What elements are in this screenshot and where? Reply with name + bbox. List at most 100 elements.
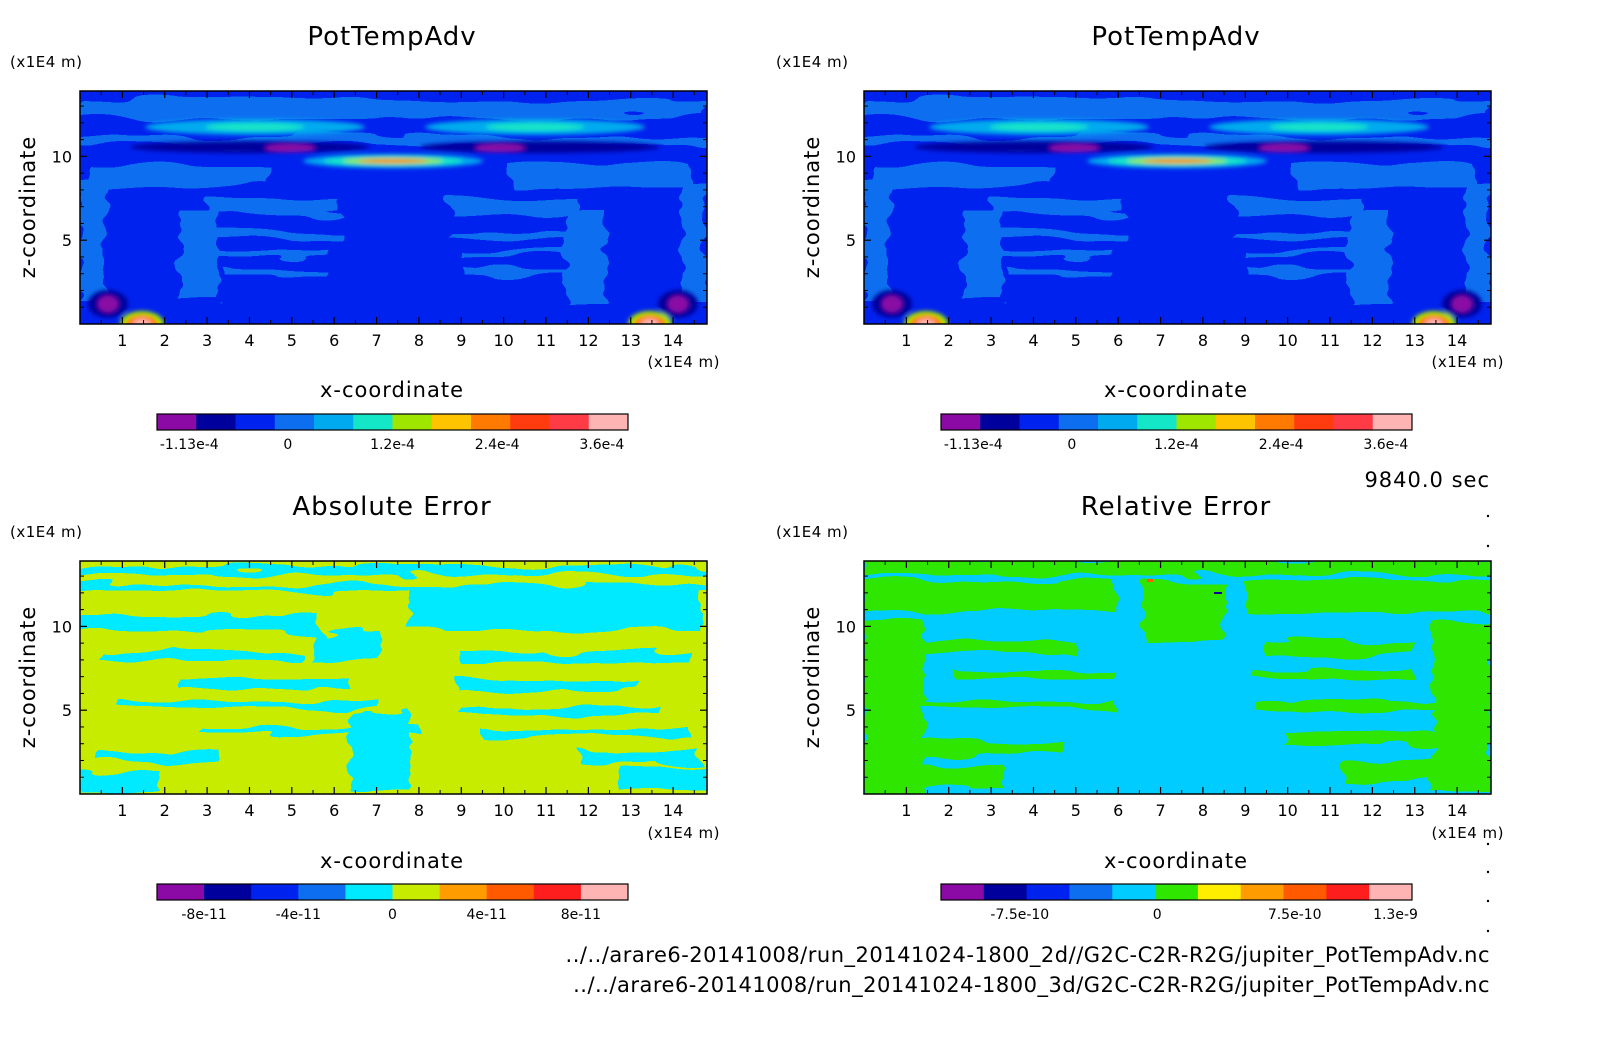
- x-tick-label: 9: [1240, 801, 1250, 820]
- colorbar-swatch: [1058, 414, 1099, 430]
- colorbar-swatch: [1019, 414, 1060, 430]
- x-tick-label: 6: [329, 801, 339, 820]
- footer-path-3d: ../../arare6-20141008/run_20141024-1800_…: [573, 973, 1490, 998]
- y-axis-label: z-coordinate: [16, 606, 40, 749]
- x-tick-label: 8: [414, 331, 424, 350]
- colorbar-swatch: [580, 884, 629, 900]
- y-tick-label: 10: [836, 617, 856, 636]
- colorbar-swatch: [157, 414, 197, 430]
- colorbar-swatch: [1176, 414, 1217, 430]
- x-tick-label: 11: [536, 331, 556, 350]
- colorbar-tick-label: -8e-11: [181, 907, 226, 923]
- x-tick-label: 6: [1113, 801, 1123, 820]
- colorbar-swatch: [471, 414, 511, 430]
- lower-features: [88, 290, 698, 324]
- colorbar-swatch: [1369, 884, 1413, 900]
- field-pattern: [80, 567, 707, 791]
- panel-top-right: PotTempAdv (x1E4 m): [776, 22, 1504, 453]
- upper-features: [914, 119, 1444, 168]
- y-unit-label: (x1E4 m): [776, 523, 849, 541]
- plot-area: [864, 561, 1491, 794]
- y-unit-label: (x1E4 m): [10, 523, 83, 541]
- colorbar-tick-label: -1.13e-4: [944, 437, 1003, 453]
- upper-features: [130, 119, 660, 168]
- colorbar-frame: [156, 413, 629, 431]
- field-pattern: [864, 99, 1491, 301]
- colorbar-swatch: [1240, 884, 1285, 900]
- colorbar-tick-label: 7.5e-10: [1268, 907, 1322, 923]
- x-tick-label: 5: [1071, 331, 1081, 350]
- colorbar-swatch: [983, 884, 1028, 900]
- plot-area: [80, 91, 707, 324]
- colorbar-swatch: [345, 884, 393, 900]
- x-tick-label: 6: [1113, 331, 1123, 350]
- colorbar-tick-label: 0: [1153, 907, 1162, 923]
- panel-title: Relative Error: [1081, 492, 1272, 522]
- panel-title: Absolute Error: [292, 492, 491, 522]
- colorbar-frame: [156, 883, 629, 901]
- x-tick-label: 3: [986, 331, 996, 350]
- x-tick-label: 14: [1447, 331, 1467, 350]
- x-tick-label: 4: [244, 331, 254, 350]
- colorbar-tick-label: 2.4e-4: [1259, 437, 1304, 453]
- x-tick-label: 10: [493, 331, 513, 350]
- y-tick-label: 5: [846, 701, 856, 720]
- x-tick-label: 14: [1447, 801, 1467, 820]
- y-tick-label: 10: [52, 147, 72, 166]
- x-tick-label: 7: [371, 801, 381, 820]
- x-tick-label: 14: [663, 801, 683, 820]
- plot-area: [864, 91, 1491, 324]
- colorbar-swatch: [588, 414, 629, 430]
- x-tick-label: 9: [456, 801, 466, 820]
- colorbar: -8e-11 -4e-11 0 4e-11 8e-11: [156, 883, 629, 923]
- x-tick-label: 5: [1071, 801, 1081, 820]
- x-tick-label: 11: [536, 801, 556, 820]
- x-tick-label: 2: [944, 331, 954, 350]
- colorbar-swatch: [1155, 884, 1199, 900]
- colorbar-swatch: [204, 884, 252, 900]
- colorbar-swatch: [1255, 414, 1295, 430]
- plot-area: [80, 561, 707, 794]
- colorbar-tick-label: 3.6e-4: [579, 437, 624, 453]
- x-tick-label: 8: [1198, 331, 1208, 350]
- field-pattern: [864, 561, 1491, 794]
- colorbar-swatch: [510, 414, 550, 430]
- colorbar-swatch: [298, 884, 346, 900]
- colorbar-swatch: [353, 414, 393, 430]
- colorbar-swatch: [235, 414, 276, 430]
- colorbar-swatch: [1197, 884, 1242, 900]
- colorbar-swatch: [1069, 884, 1113, 900]
- x-tick-label: 4: [1028, 801, 1038, 820]
- x-tick-label: 2: [160, 331, 170, 350]
- colorbar-tick-label: 0: [283, 437, 292, 453]
- colorbar-tick-label: 1.2e-4: [370, 437, 415, 453]
- colorbar-swatch: [1112, 884, 1156, 900]
- colorbar-tick-label: -4e-11: [276, 907, 321, 923]
- colorbar-tick-label: 0: [1067, 437, 1076, 453]
- colorbar-swatch: [392, 884, 441, 900]
- colorbar-tick-label: 0: [388, 907, 397, 923]
- panel-top-left: PotTempAdv (x1E4 m): [10, 22, 720, 453]
- x-tick-label: 9: [456, 331, 466, 350]
- y-axis-label: z-coordinate: [800, 606, 824, 749]
- colorbar-swatch: [486, 884, 535, 900]
- panel-title: PotTempAdv: [307, 22, 476, 52]
- x-axis-label: x-coordinate: [320, 378, 464, 402]
- colorbar-tick-label: -1.13e-4: [160, 437, 219, 453]
- x-tick-label: 1: [901, 801, 911, 820]
- colorbar-frame: [940, 413, 1413, 431]
- x-tick-label: 2: [944, 801, 954, 820]
- x-axis-label: x-coordinate: [1104, 378, 1248, 402]
- colorbar: -7.5e-10 0 7.5e-10 1.3e-9: [940, 883, 1418, 923]
- colorbar-swatch: [1333, 414, 1374, 430]
- x-tick-label: 12: [578, 801, 598, 820]
- x-tick-label: 9: [1240, 331, 1250, 350]
- x-tick-label: 11: [1320, 801, 1340, 820]
- colorbar-swatch: [251, 884, 299, 900]
- colorbar-tick-label: 1.3e-9: [1373, 907, 1418, 923]
- margin-dots: [1486, 514, 1490, 933]
- colorbar-swatch: [274, 414, 315, 430]
- colorbar-swatch: [1026, 884, 1070, 900]
